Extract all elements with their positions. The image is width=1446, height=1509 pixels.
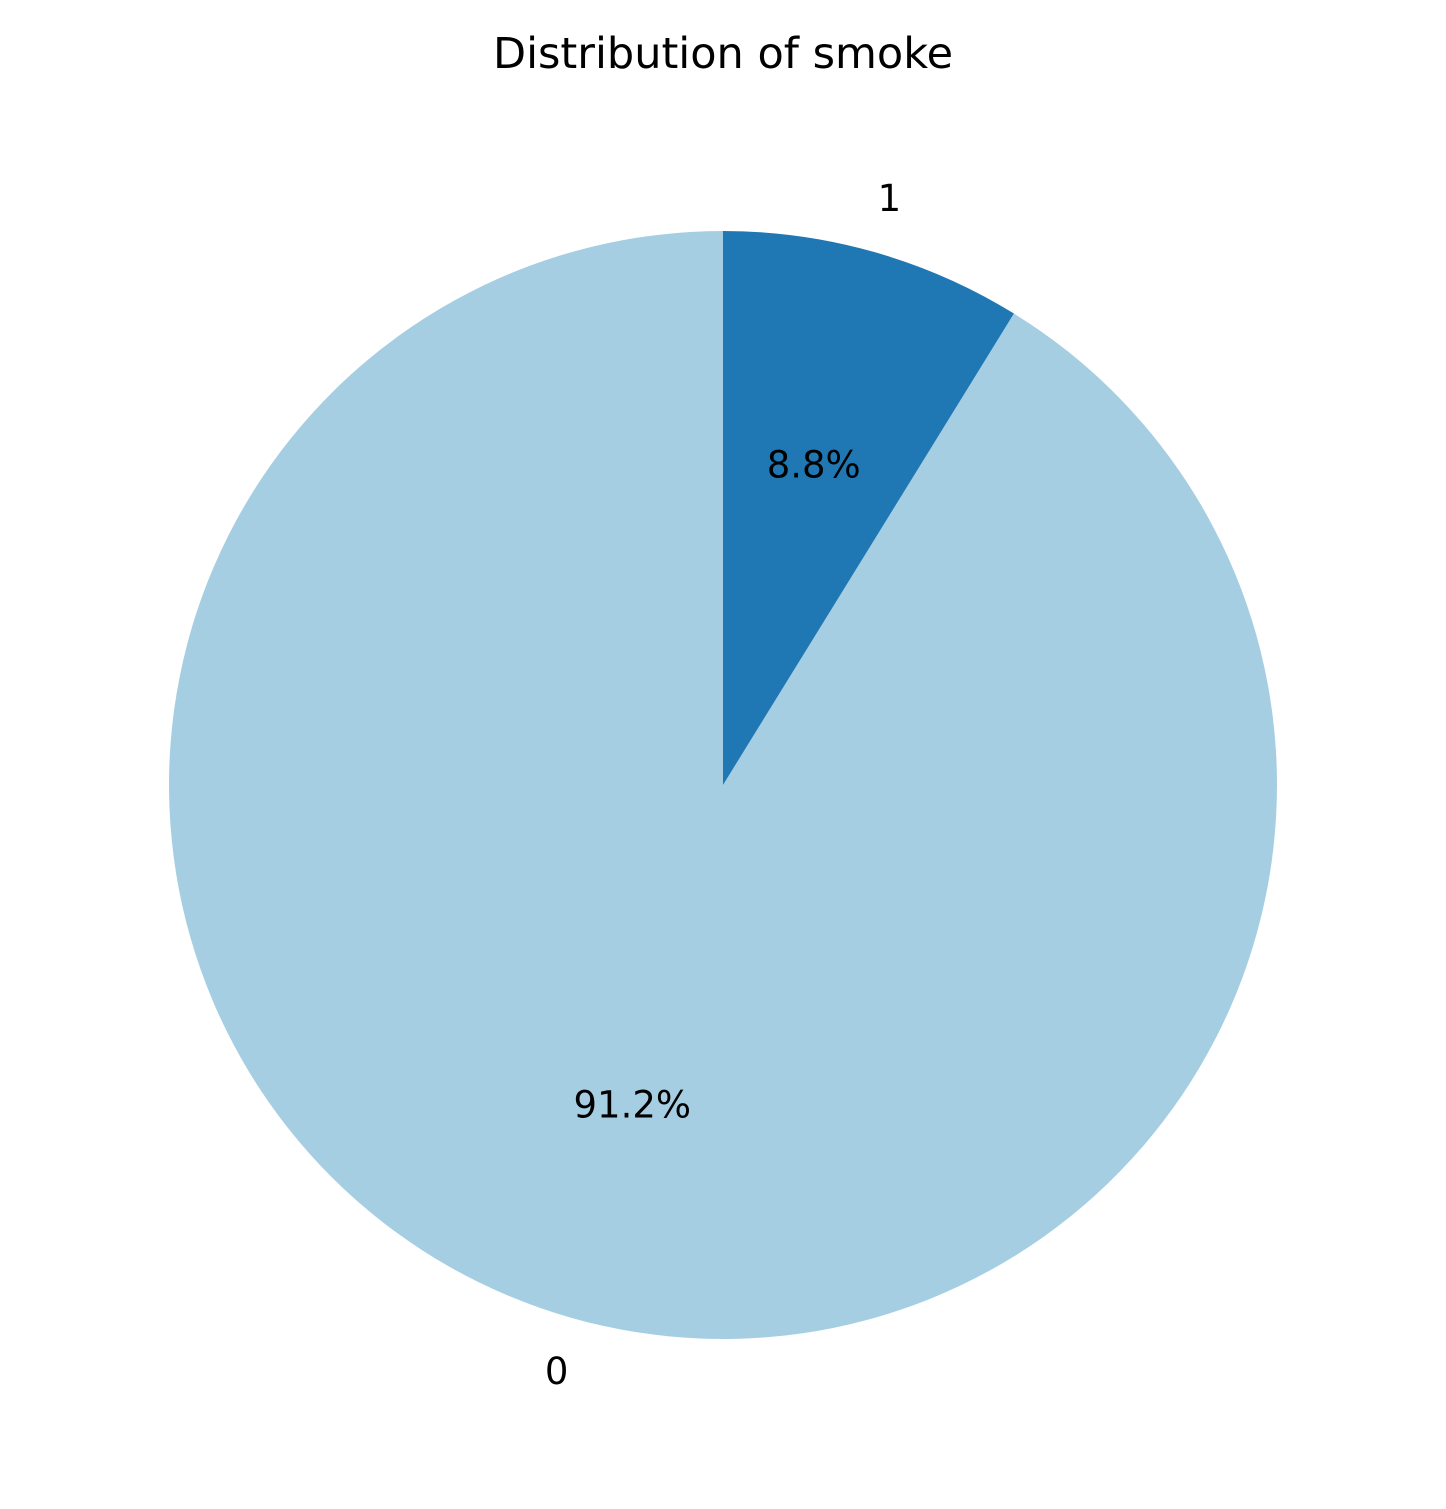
slice-percent-1: 8.8% — [767, 444, 861, 487]
pie-slices — [168, 231, 1277, 1339]
slice-label-0: 0 — [545, 1350, 569, 1393]
slice-percent-0: 91.2% — [573, 1083, 691, 1126]
pie-slice-0 — [168, 231, 1277, 1339]
chart-title: Distribution of smoke — [493, 29, 953, 79]
pie-slice-1 — [723, 231, 1014, 785]
pie-labels: 0 91.2% 1 8.8% — [545, 177, 901, 1393]
slice-label-1: 1 — [878, 177, 902, 220]
